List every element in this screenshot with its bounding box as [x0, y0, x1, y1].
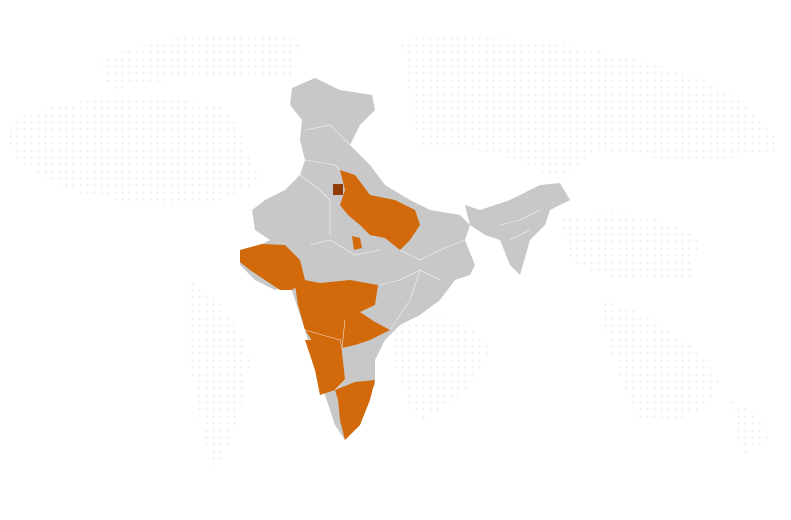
gujarat: [240, 244, 305, 290]
dot-region: [100, 33, 300, 90]
uttar-pradesh-part: [352, 236, 362, 250]
base-land: [240, 78, 570, 440]
background-dots: [10, 33, 780, 470]
uttar-pradesh: [340, 170, 420, 250]
dot-region: [400, 37, 780, 180]
karnataka: [305, 340, 345, 395]
dot-region: [10, 97, 260, 207]
telangana: [340, 312, 390, 348]
dot-region: [190, 280, 250, 470]
tamil-nadu: [335, 380, 375, 440]
dot-region: [730, 400, 770, 455]
delhi: [333, 184, 343, 195]
dot-region: [600, 300, 720, 422]
state-border: [304, 319, 346, 391]
india-mainland: [240, 78, 475, 440]
dot-region: [390, 318, 490, 420]
maharashtra: [295, 280, 378, 345]
highlighted-states: [240, 170, 420, 440]
northeast: [465, 183, 570, 275]
dot-region: [560, 213, 700, 283]
state-border: [299, 124, 541, 331]
